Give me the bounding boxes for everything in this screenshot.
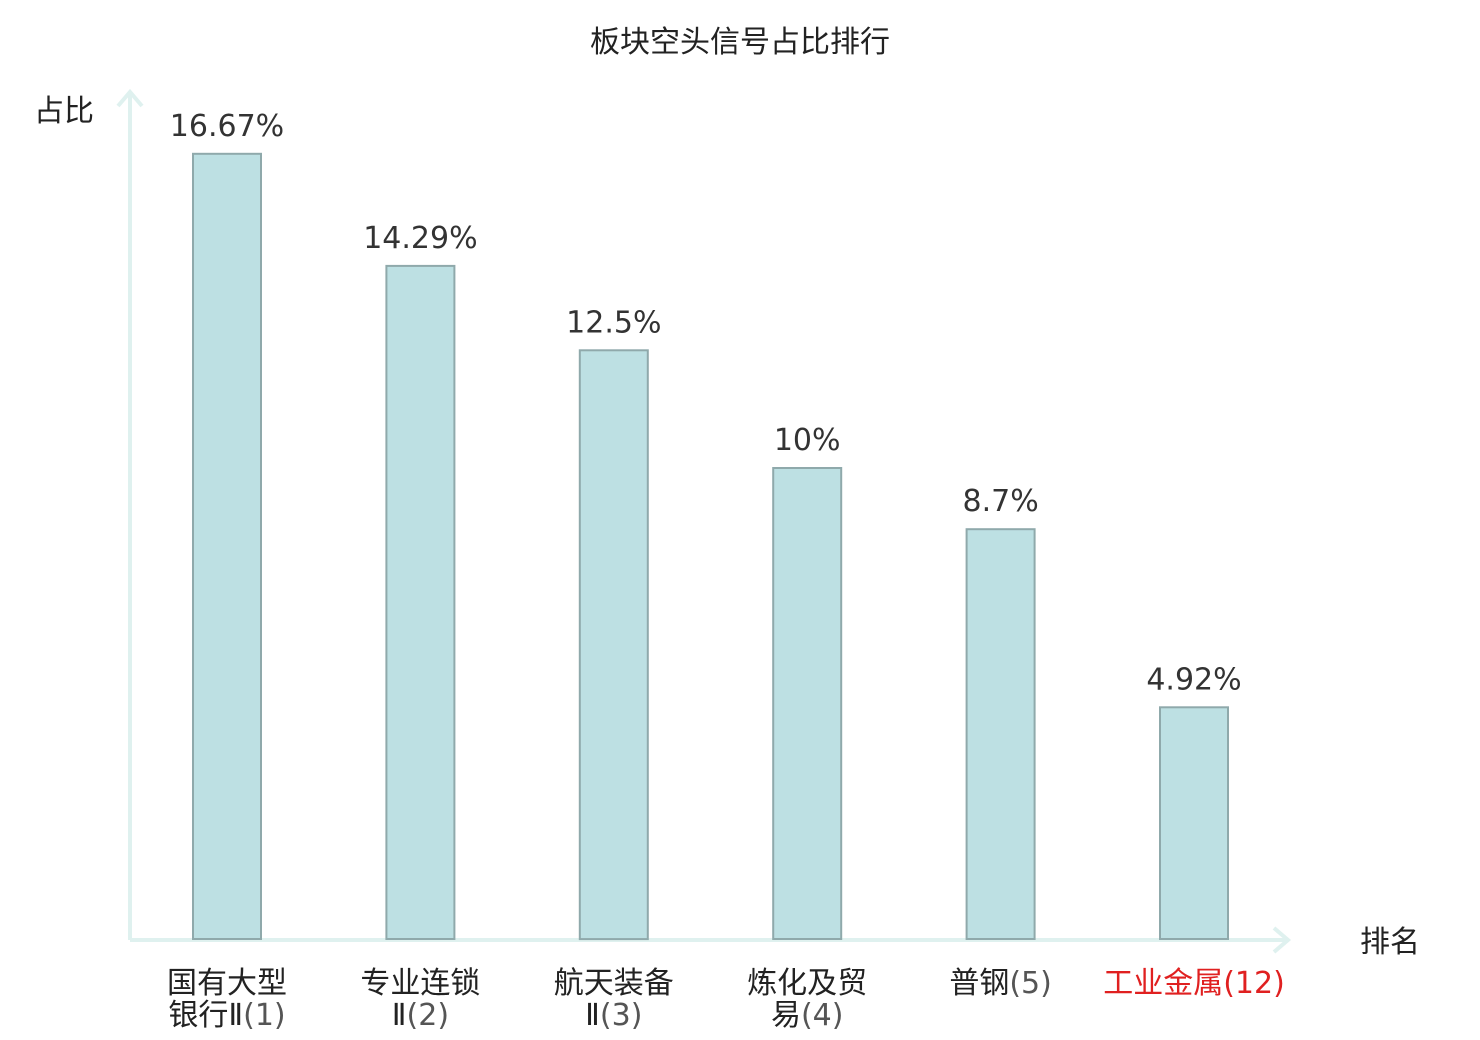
- bar-2: [385, 264, 456, 940]
- category-rank-3: (3): [600, 998, 643, 1033]
- x-axis-arrow: [1272, 926, 1292, 954]
- category-label-1-line-2: 银行Ⅱ: [168, 998, 243, 1033]
- value-label-5: 8.7%: [962, 484, 1038, 519]
- y-axis-arrow: [116, 88, 144, 108]
- bar-3: [578, 349, 649, 941]
- category-label-2-line-1: 专业连锁: [360, 966, 480, 1001]
- category-label-4-line-1: 炼化及贸: [747, 966, 867, 1001]
- category-label-5-line-1: 普钢: [949, 966, 1009, 1001]
- y-axis-label: 占比: [34, 94, 94, 129]
- category-label-3: 航天装备 Ⅱ(3): [554, 966, 674, 1033]
- bar-5: [965, 528, 1036, 940]
- axes: [116, 88, 1292, 954]
- category-label-2: 专业连锁 Ⅱ(2): [360, 966, 480, 1033]
- category-label-6: 工业金属(12): [1103, 966, 1285, 1001]
- value-label-6: 4.92%: [1146, 662, 1241, 697]
- value-label-3: 12.5%: [566, 305, 661, 340]
- category-rank-5: (5): [1009, 966, 1052, 1001]
- bar-6: [1159, 706, 1229, 940]
- chart-title: 板块空头信号占比排行: [590, 25, 890, 60]
- category-label-5: 普钢(5): [949, 966, 1052, 1001]
- value-label-2: 14.29%: [363, 221, 477, 256]
- category-label-1: 国有大型银行Ⅱ(1): [167, 966, 287, 1033]
- bars-group: [192, 152, 1229, 941]
- category-rank-2: (2): [407, 998, 450, 1033]
- value-label-1: 16.67%: [170, 109, 284, 144]
- value-labels-group: 16.67% 14.29% 12.5% 10% 8.7% 4.92%: [170, 109, 1242, 697]
- category-label-1-line-1: 国有大型: [167, 966, 287, 1001]
- category-labels-group: 国有大型银行Ⅱ(1)专业连锁 Ⅱ(2)航天装备 Ⅱ(3)炼化及贸易(4)普钢(5) 工…: [167, 966, 1285, 1033]
- category-rank-4: (4): [801, 998, 844, 1033]
- category-label-4: 炼化及贸易(4): [747, 966, 867, 1033]
- category-label-4-line-2: 易: [771, 998, 801, 1033]
- category-rank-6: (12): [1223, 966, 1285, 1001]
- category-rank-1: (1): [243, 998, 286, 1033]
- bar-4: [772, 467, 843, 940]
- category-label-6-line-1: 工业金属: [1103, 966, 1223, 1001]
- bar-1: [192, 152, 262, 941]
- category-label-3-line-1: 航天装备: [554, 966, 674, 1001]
- category-label-3-line-2: Ⅱ: [585, 998, 600, 1033]
- category-label-2-line-2: Ⅱ: [392, 998, 407, 1033]
- x-axis-label: 排名: [1360, 925, 1420, 960]
- value-label-4: 10%: [774, 423, 841, 458]
